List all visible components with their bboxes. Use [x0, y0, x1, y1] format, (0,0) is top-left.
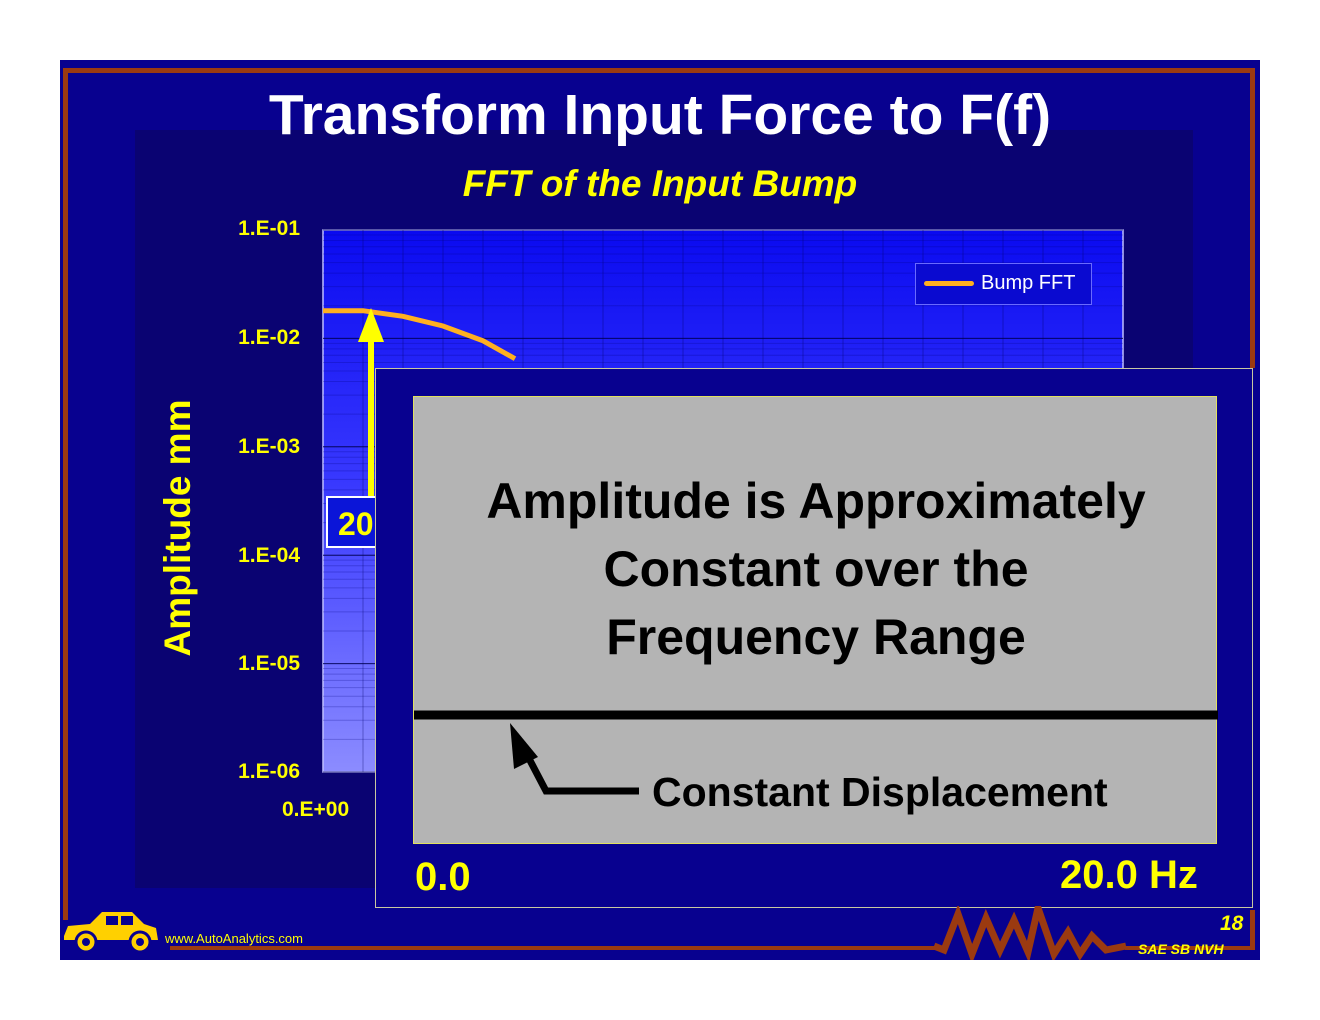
car-logo-icon: [64, 912, 158, 954]
y-tick-label: 1.E-03: [238, 435, 300, 458]
page-number: 18: [1220, 912, 1244, 935]
pointer-arrow-head: [510, 723, 538, 769]
callout-headline: Amplitude is Approximately Constant over…: [414, 467, 1218, 671]
constant-displacement-label: Constant Displacement: [652, 769, 1108, 815]
slide-frame: [63, 68, 1255, 950]
x-range-start: 0.0: [415, 855, 471, 899]
waveform-icon: [932, 906, 1127, 960]
legend-label: Bump FFT: [981, 272, 1076, 294]
headline-line: Constant over the: [603, 541, 1029, 597]
chart-title: FFT of the Input Bump: [462, 163, 858, 204]
annotation-arrow-head: [358, 308, 384, 342]
legend-swatch: [924, 281, 974, 286]
slide-title: Transform Input Force to F(f): [268, 83, 1052, 147]
y-tick-label: 1.E-04: [238, 544, 300, 567]
y-axis-label-text: Amplitude mm: [157, 399, 198, 657]
y-tick-label: 1.E-06: [238, 760, 300, 783]
callout-panel: Amplitude is Approximately Constant over…: [413, 396, 1218, 844]
x-tick-label: 0.E+00: [282, 798, 350, 821]
headline-line: Frequency Range: [606, 609, 1026, 665]
series-line-bump-fft: [323, 308, 517, 361]
x-range-end: 20.0 Hz: [1060, 853, 1198, 897]
pointer-arrow-shaft: [520, 747, 639, 795]
footer-url: www.AutoAnalytics.com: [165, 931, 303, 946]
y-tick-label: 1.E-02: [238, 326, 300, 349]
constant-line-svg: [414, 710, 1218, 795]
slide: Transform Input Force to F(f) FFT of the…: [60, 60, 1260, 960]
footer-tag: SAE SB NVH: [1138, 941, 1224, 957]
headline-line: Amplitude is Approximately: [486, 473, 1146, 529]
y-tick-label: 1.E-05: [238, 652, 300, 675]
legend: Bump FFT: [915, 263, 1092, 305]
y-tick-label: 1.E-01: [238, 217, 300, 240]
